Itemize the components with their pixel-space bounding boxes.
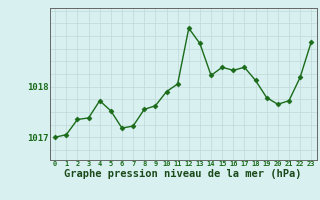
- X-axis label: Graphe pression niveau de la mer (hPa): Graphe pression niveau de la mer (hPa): [64, 169, 302, 179]
